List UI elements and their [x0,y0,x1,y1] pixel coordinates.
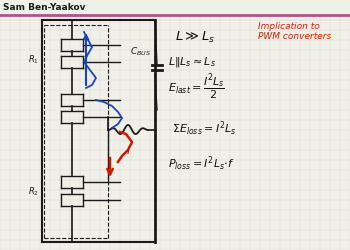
Text: PWM converters: PWM converters [258,32,331,41]
Text: $P_{loss}=I^2L_s{\cdot}f$: $P_{loss}=I^2L_s{\cdot}f$ [168,155,234,174]
Text: $R_1$: $R_1$ [28,54,39,66]
Text: Implication to: Implication to [258,22,320,31]
Text: $E_{last}=\dfrac{I^2L_s}{2}$: $E_{last}=\dfrac{I^2L_s}{2}$ [168,72,225,102]
Text: $R_2$: $R_2$ [28,186,39,198]
Text: Sam Ben-Yaakov: Sam Ben-Yaakov [3,2,85,12]
Text: $C_{BUS}$: $C_{BUS}$ [130,46,151,58]
Text: $L{\|}L_s{\approx}L_s$: $L{\|}L_s{\approx}L_s$ [168,55,216,69]
Text: $I$: $I$ [126,144,131,156]
Bar [0,0,350,15]
Text: $L\gg L_s$: $L\gg L_s$ [175,30,215,45]
Text: $\Sigma E_{loss}=I^2L_s$: $\Sigma E_{loss}=I^2L_s$ [172,120,237,139]
